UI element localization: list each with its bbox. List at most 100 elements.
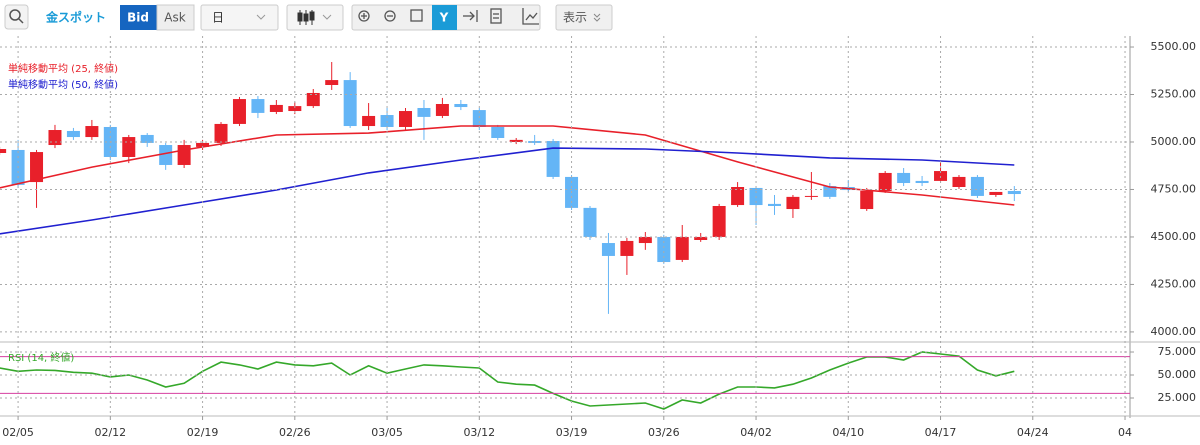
report[interactable] [490,8,502,24]
candle-body [694,236,708,240]
y-tick-label: 5500.00 [1151,40,1197,53]
candle-body [767,203,781,206]
candle-body [860,190,874,210]
candle-body [0,149,7,154]
candle-body [140,134,154,143]
x-tick-label: 03/26 [648,426,680,439]
candle-body [491,126,505,138]
candle-body [232,99,246,124]
indicator[interactable] [522,8,539,25]
y-tick-label: 5000.00 [1151,135,1197,148]
y-tick-label: 75.000 [1158,345,1197,358]
auto-scale[interactable] [432,5,457,30]
search-icon [9,9,21,21]
candle-body [66,130,80,138]
candle-body [638,236,652,244]
candle-body [546,141,560,177]
dropdown-arrow [322,14,332,20]
rsi-line [0,351,1015,410]
candle-body [48,130,62,146]
legend-entry: 単純移動平均 (25, 終値) [8,62,118,75]
candle-body [30,152,44,183]
candle-body [952,176,966,187]
legend-entry: RSI (14, 終値) [8,351,74,364]
y-tick-label: 4000.00 [1151,325,1197,338]
x-tick-label: 02/26 [279,426,311,439]
candle-body [583,207,597,237]
candle-body [196,142,210,147]
y-tick-label: 4250.00 [1151,277,1197,290]
candle-body [85,126,99,138]
candle-body [601,243,615,256]
candle-body [214,123,228,143]
ask-label[interactable]: Ask [164,11,185,25]
y-tick-label: 50.000 [1158,368,1197,381]
candle-body [288,106,302,112]
candle-body [804,195,818,197]
y-tick-label: 25.000 [1158,391,1197,404]
zoom-out[interactable] [384,10,396,22]
candle-body [786,196,800,210]
candle-body [454,103,468,108]
candle-body [620,240,634,256]
candle-body [675,236,689,260]
symbol[interactable]: 金スポット [45,10,106,25]
candle-body [731,187,745,206]
x-tick-label: 03/19 [556,426,588,439]
candle-body [878,172,892,191]
dropdown-arrow [256,14,266,20]
period-label[interactable]: 日 [212,11,224,25]
moving-average-line [0,147,1015,235]
x-tick-label: 04/17 [925,426,957,439]
zoom-in[interactable] [358,10,370,22]
candle-body [934,171,948,181]
bid-button[interactable] [120,5,157,30]
toolbar: 金スポット Bid Ask 日 Y 表示 [4,4,613,31]
bid-label[interactable]: Bid [127,11,149,25]
period-select[interactable] [200,4,279,31]
candle-body [989,191,1003,195]
candle-body [915,180,929,184]
fit[interactable] [410,9,423,22]
display-button[interactable] [555,4,613,31]
candle-icon [297,10,315,25]
candle-body [177,145,191,165]
x-tick-label: 02/19 [187,426,219,439]
candle-body [417,107,431,117]
candle-body [122,137,136,157]
y-tick-label: 4750.00 [1151,182,1197,195]
candle-body [251,99,265,113]
x-tick-label: 02/05 [2,426,34,439]
candle-body [657,236,671,263]
candle-body [399,111,413,127]
chart-type-select[interactable] [286,4,344,31]
y-tick-label: 4500.00 [1151,230,1197,243]
search-icon [18,18,24,24]
legend-entry: 単純移動平均 (50, 終値) [8,78,118,91]
x-tick-label: 02/12 [94,426,126,439]
candle-body [528,141,542,143]
moving-average-line [0,125,1015,206]
ask-button[interactable] [156,4,195,31]
auto-scale-icon: Y [439,11,449,25]
x-tick-label: 03/05 [371,426,403,439]
display-label[interactable]: 表示 [563,11,587,25]
y-tick-label: 5250.00 [1151,88,1197,101]
candle-body [897,172,911,184]
candle-body [435,103,449,116]
candle-body [325,80,339,86]
x-tick-label: 04/10 [832,426,864,439]
candle-body [509,139,523,142]
candle-body [269,104,283,112]
x-tick-label: 04/24 [1017,426,1049,439]
candle-body [380,115,394,127]
x-tick-label: 04/02 [740,426,772,439]
search-button[interactable] [4,4,29,30]
candle-body [472,110,486,127]
x-tick-label: 04 [1118,426,1132,439]
candle-body [823,186,837,197]
candle-body [306,92,320,107]
x-tick-label: 03/12 [463,426,495,439]
